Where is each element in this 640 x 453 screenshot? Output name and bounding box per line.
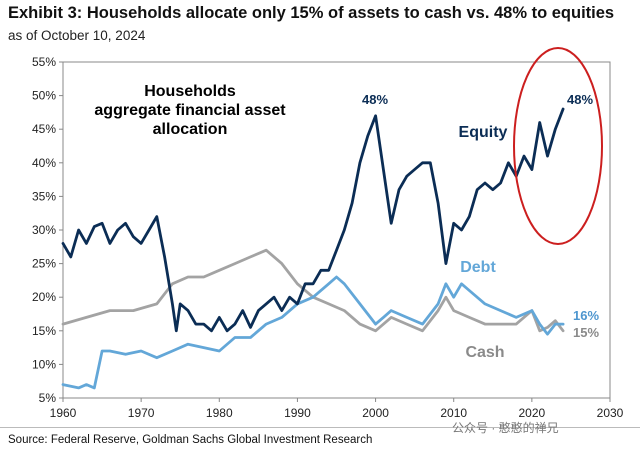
x-tick-label: 2010 bbox=[440, 406, 467, 420]
chart-title: Exhibit 3: Households allocate only 15% … bbox=[8, 4, 615, 22]
y-tick-label: 40% bbox=[32, 156, 56, 170]
y-axis: 5% 10% 15% 20% 25% 30% 35% 40% 45% 50% 55% bbox=[32, 55, 63, 405]
panel-label-line-2: aggregate financial asset bbox=[94, 102, 286, 119]
x-tick-label: 2020 bbox=[519, 406, 546, 420]
y-tick-label: 15% bbox=[32, 324, 56, 338]
x-tick-label: 1960 bbox=[50, 406, 77, 420]
series-line-debt bbox=[61, 275, 565, 390]
debt-series-label: Debt bbox=[460, 259, 496, 276]
y-tick-label: 10% bbox=[32, 357, 56, 371]
x-axis: 1960 1970 1980 1990 2000 2010 2020 2030 bbox=[50, 398, 624, 420]
panel-label-line-1: Households bbox=[144, 83, 236, 100]
equity-series-label: Equity bbox=[459, 124, 508, 141]
y-tick-label: 45% bbox=[32, 122, 56, 136]
series-group bbox=[61, 107, 565, 390]
x-tick-label: 1980 bbox=[206, 406, 233, 420]
cash-end-label: 15% bbox=[573, 325, 599, 340]
y-tick-label: 55% bbox=[32, 55, 56, 69]
highlight-ellipse bbox=[513, 47, 603, 245]
series-line-cash bbox=[61, 248, 565, 333]
watermark: 公众号 · 憨憨的禅兄 bbox=[452, 421, 559, 435]
y-tick-label: 20% bbox=[32, 290, 56, 304]
footer-rule bbox=[0, 427, 640, 428]
y-tick-label: 35% bbox=[32, 189, 56, 203]
chart-subtitle: as of October 10, 2024 bbox=[8, 28, 146, 43]
x-tick-label: 1990 bbox=[284, 406, 311, 420]
equity-peak-label: 48% bbox=[362, 92, 388, 107]
debt-end-label: 16% bbox=[573, 308, 599, 323]
source-note: Source: Federal Reserve, Goldman Sachs G… bbox=[8, 434, 373, 446]
x-tick-label: 2030 bbox=[597, 406, 624, 420]
series-line-equity bbox=[61, 107, 565, 333]
y-tick-label: 50% bbox=[32, 89, 56, 103]
panel-label-line-3: allocation bbox=[153, 121, 228, 138]
x-tick-label: 1970 bbox=[128, 406, 155, 420]
cash-series-label: Cash bbox=[465, 344, 504, 361]
x-tick-label: 2000 bbox=[362, 406, 389, 420]
y-tick-label: 5% bbox=[39, 391, 57, 405]
y-tick-label: 30% bbox=[32, 223, 56, 237]
equity-end-label: 48% bbox=[567, 92, 593, 107]
y-tick-label: 25% bbox=[32, 257, 56, 271]
